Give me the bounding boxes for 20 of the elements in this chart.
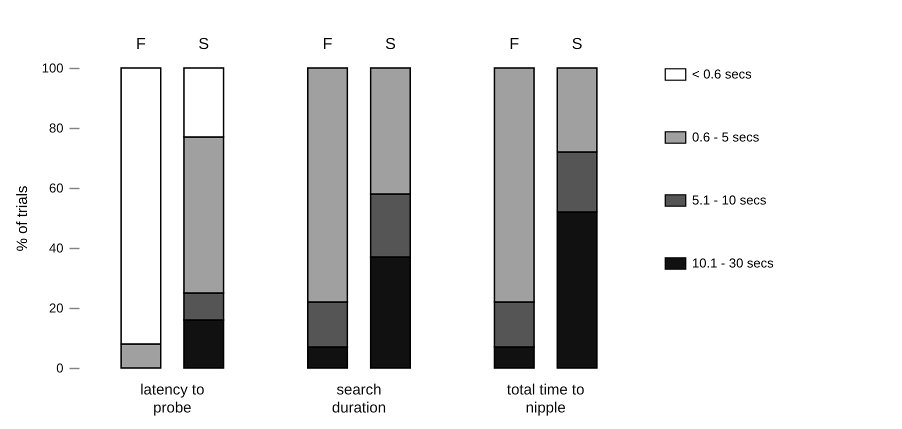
x-tick-label: S — [572, 36, 582, 53]
y-axis-title: % of trials — [14, 186, 31, 252]
y-tick-label: 20 — [49, 300, 64, 316]
text: latency to probe — [140, 382, 204, 416]
y-tick-label: 100 — [42, 60, 64, 76]
legend-label: 0.6 - 5 secs — [692, 130, 760, 144]
x-tick-label: F — [509, 36, 520, 53]
legend-label: < 0.6 secs — [692, 66, 752, 82]
y-tick-label: 40 — [49, 240, 64, 256]
x-tick-label: S — [385, 36, 396, 53]
legend-label: 10.1 - 30 secs — [692, 256, 774, 270]
x-tick-label: S — [198, 36, 210, 53]
x-tick-label: F — [136, 36, 146, 53]
x-tick-label: F — [322, 36, 333, 53]
text: search duration — [332, 382, 386, 416]
y-tick-label: 60 — [49, 180, 64, 196]
y-tick-label: 0 — [56, 360, 64, 376]
legend-label: 5.1 - 10 secs — [692, 192, 767, 208]
text: total time to nipple — [506, 382, 584, 416]
y-tick-label: 80 — [49, 120, 64, 136]
